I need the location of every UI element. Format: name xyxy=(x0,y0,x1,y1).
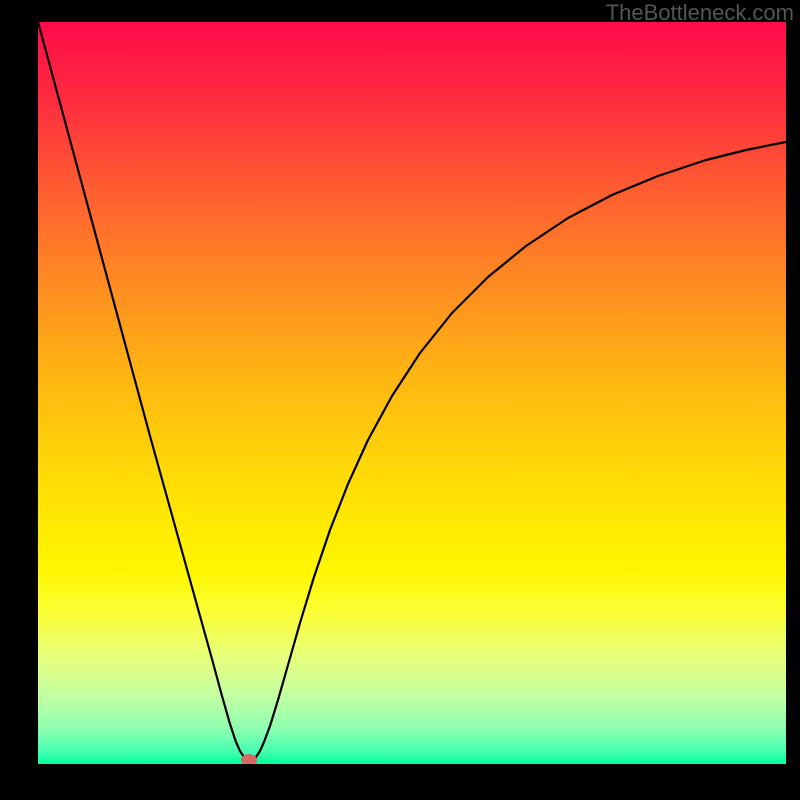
watermark-text: TheBottleneck.com xyxy=(606,0,794,26)
chart-canvas: TheBottleneck.com xyxy=(0,0,800,800)
chart-svg xyxy=(0,0,800,800)
plot-area xyxy=(38,22,786,764)
